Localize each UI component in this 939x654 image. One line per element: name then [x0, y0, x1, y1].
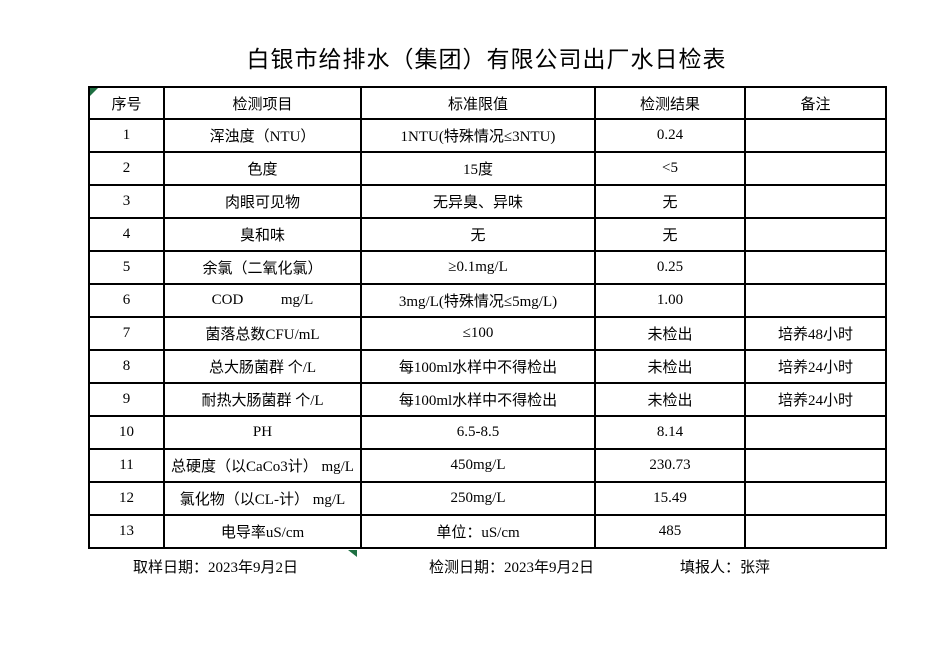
result-cell: 未检出 — [594, 316, 746, 351]
remark-cell: 培养48小时 — [744, 316, 887, 351]
standard-cell: 每100ml水样中不得检出 — [360, 382, 596, 417]
result-cell: 未检出 — [594, 382, 746, 417]
table-row: 13 电导率uS/cm 单位：uS/cm 485 — [88, 514, 887, 549]
item-cell: 耐热大肠菌群 个/L — [163, 382, 362, 417]
reporter-name: 填报人：张萍 — [680, 560, 771, 576]
row-number-cell: 12 — [88, 481, 165, 516]
standard-cell: 450mg/L — [360, 448, 596, 483]
result-cell: 485 — [594, 514, 746, 549]
standard-cell: 无异臭、异味 — [360, 184, 596, 219]
header-row-number: 序号 — [88, 86, 165, 120]
result-cell: 1.00 — [594, 283, 746, 318]
table-row: 10 PH 6.5-8.5 8.14 — [88, 415, 887, 450]
table-row: 11 总硬度（以CaCo3计） mg/L 450mg/L 230.73 — [88, 448, 887, 483]
result-cell: 15.49 — [594, 481, 746, 516]
remark-cell — [744, 481, 887, 516]
standard-cell: 每100ml水样中不得检出 — [360, 349, 596, 384]
result-cell: 0.24 — [594, 118, 746, 153]
test-date: 检测日期：2023年9月2日 — [429, 560, 595, 576]
result-cell: <5 — [594, 151, 746, 186]
remark-cell: 培养24小时 — [744, 349, 887, 384]
table-row: 12 氯化物（以CL-计） mg/L 250mg/L 15.49 — [88, 481, 887, 516]
table-row: 2 色度 15度 <5 — [88, 151, 887, 186]
green-marker-icon — [348, 550, 357, 557]
result-cell: 8.14 — [594, 415, 746, 450]
header-remarks: 备注 — [744, 86, 887, 120]
row-number-cell: 11 — [88, 448, 165, 483]
result-cell: 无 — [594, 217, 746, 252]
row-number-cell: 10 — [88, 415, 165, 450]
table-row: 6 COD mg/L 3mg/L(特殊情况≤5mg/L) 1.00 — [88, 283, 887, 318]
result-cell: 无 — [594, 184, 746, 219]
item-cell: 电导率uS/cm — [163, 514, 362, 549]
standard-cell: ≤100 — [360, 316, 596, 351]
standard-cell: 6.5-8.5 — [360, 415, 596, 450]
standard-cell: 单位：uS/cm — [360, 514, 596, 549]
item-cell: 余氯（二氧化氯） — [163, 250, 362, 285]
item-cell: PH — [163, 415, 362, 450]
remark-cell — [744, 448, 887, 483]
remark-cell — [744, 217, 887, 252]
header-standard-limit: 标准限值 — [360, 86, 596, 120]
header-test-result: 检测结果 — [594, 86, 746, 120]
standard-cell: 15度 — [360, 151, 596, 186]
row-number-cell: 8 — [88, 349, 165, 384]
remark-cell — [744, 151, 887, 186]
row-number-cell: 4 — [88, 217, 165, 252]
row-number-cell: 3 — [88, 184, 165, 219]
item-cell: 氯化物（以CL-计） mg/L — [163, 481, 362, 516]
result-cell: 0.25 — [594, 250, 746, 285]
remark-cell — [744, 514, 887, 549]
table-row: 3 肉眼可见物 无异臭、异味 无 — [88, 184, 887, 219]
water-inspection-table: 序号 检测项目 标准限值 检测结果 备注 1 浑浊度（NTU） 1NTU(特殊情… — [88, 86, 887, 549]
footer-line: 取样日期：2023年9月2日 检测日期：2023年9月2日 填报人：张萍 — [0, 556, 939, 580]
table-row: 1 浑浊度（NTU） 1NTU(特殊情况≤3NTU) 0.24 — [88, 118, 887, 153]
row-number-cell: 9 — [88, 382, 165, 417]
row-number-cell: 5 — [88, 250, 165, 285]
standard-cell: 250mg/L — [360, 481, 596, 516]
table-row: 7 菌落总数CFU/mL ≤100 未检出 培养48小时 — [88, 316, 887, 351]
item-cell: 色度 — [163, 151, 362, 186]
remark-cell — [744, 283, 887, 318]
table-row: 4 臭和味 无 无 — [88, 217, 887, 252]
item-cell: 臭和味 — [163, 217, 362, 252]
result-cell: 未检出 — [594, 349, 746, 384]
item-cell: 总大肠菌群 个/L — [163, 349, 362, 384]
remark-cell — [744, 118, 887, 153]
remark-cell — [744, 415, 887, 450]
standard-cell: 1NTU(特殊情况≤3NTU) — [360, 118, 596, 153]
remark-cell: 培养24小时 — [744, 382, 887, 417]
table-header-row: 序号 检测项目 标准限值 检测结果 备注 — [88, 86, 887, 120]
standard-cell: 无 — [360, 217, 596, 252]
table-row: 5 余氯（二氧化氯） ≥0.1mg/L 0.25 — [88, 250, 887, 285]
page-title: 白银市给排水（集团）有限公司出厂水日检表 — [246, 47, 727, 72]
row-number-cell: 6 — [88, 283, 165, 318]
cell-error-triangle-icon — [90, 88, 98, 96]
item-cell: 肉眼可见物 — [163, 184, 362, 219]
row-number-cell: 7 — [88, 316, 165, 351]
sampling-date: 取样日期：2023年9月2日 — [133, 560, 299, 576]
table-row: 8 总大肠菌群 个/L 每100ml水样中不得检出 未检出 培养24小时 — [88, 349, 887, 384]
header-test-item: 检测项目 — [163, 86, 362, 120]
row-number-cell: 2 — [88, 151, 165, 186]
item-cell: COD mg/L — [163, 283, 362, 318]
item-cell: 总硬度（以CaCo3计） mg/L — [163, 448, 362, 483]
standard-cell: ≥0.1mg/L — [360, 250, 596, 285]
row-number-cell: 1 — [88, 118, 165, 153]
item-cell: 浑浊度（NTU） — [163, 118, 362, 153]
row-number-cell: 13 — [88, 514, 165, 549]
remark-cell — [744, 184, 887, 219]
remark-cell — [744, 250, 887, 285]
result-cell: 230.73 — [594, 448, 746, 483]
standard-cell: 3mg/L(特殊情况≤5mg/L) — [360, 283, 596, 318]
item-cell: 菌落总数CFU/mL — [163, 316, 362, 351]
table-row: 9 耐热大肠菌群 个/L 每100ml水样中不得检出 未检出 培养24小时 — [88, 382, 887, 417]
